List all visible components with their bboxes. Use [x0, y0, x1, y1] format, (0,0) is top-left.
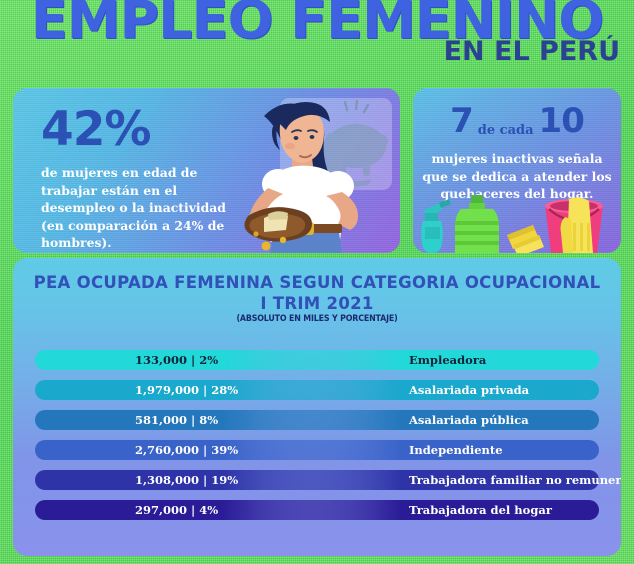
- legend-row: 297,000 | 4% Trabajadora del hogar: [13, 500, 621, 520]
- chart-title: PEA OCUPADA FEMENINA SEGUN CATEGORIA OCU…: [13, 272, 621, 314]
- stat-seven: 7: [450, 101, 474, 141]
- stat-card-left-body: de mujeres en edad de trabajar están en …: [41, 165, 226, 251]
- stat-card-unemployment: 42% de mujeres en edad de trabajar están…: [13, 88, 400, 253]
- cleaning-supplies-illustration: [421, 195, 603, 253]
- legend-row: 581,000 | 8% Asalariada pública: [13, 410, 621, 430]
- stat-seven-of-ten: 7 de cada 10: [413, 104, 621, 138]
- legend-row: 1,308,000 | 19% Trabajadora familiar no r…: [13, 470, 621, 490]
- legend-value-text: 2,760,000 | 39%: [135, 443, 239, 457]
- detergent-jug-icon: [455, 195, 499, 253]
- legend-label-text: Independiente: [409, 443, 503, 457]
- legend-value-text: 581,000 | 8%: [135, 413, 219, 427]
- rubber-gloves-icon: [560, 197, 593, 253]
- legend-row: 1,979,000 | 28% Asalariada privada: [13, 380, 621, 400]
- spray-bottle-icon: [421, 199, 451, 253]
- legend-value-text: 133,000 | 2%: [135, 353, 219, 367]
- legend-label-pill: Empleadora: [259, 350, 599, 370]
- legend-label-pill: Trabajadora familiar no remunerada: [259, 470, 621, 490]
- legend-label-text: Trabajadora familiar no remunerada: [409, 473, 621, 487]
- stat-ten: 10: [538, 101, 585, 141]
- legend-label-text: Trabajadora del hogar: [409, 503, 552, 517]
- stat-de-cada: de cada: [477, 123, 534, 138]
- chart-title-line2: I TRIM 2021: [260, 294, 374, 314]
- legend-value-text: 297,000 | 4%: [135, 503, 219, 517]
- chart-title-line1: PEA OCUPADA FEMENINA SEGUN CATEGORIA OCU…: [33, 273, 601, 292]
- chart-panel: PEA OCUPADA FEMENINA SEGUN CATEGORIA OCU…: [13, 258, 621, 556]
- legend-row: 2,760,000 | 39% Independiente: [13, 440, 621, 460]
- legend-label-pill: Trabajadora del hogar: [259, 500, 599, 520]
- sponges-icon: [507, 225, 544, 253]
- legend-value-text: 1,308,000 | 19%: [135, 473, 239, 487]
- page-title: EMPLEO FEMENINO: [30, 0, 604, 51]
- legend-label-text: Asalariada pública: [409, 413, 529, 427]
- stat-42-percent: 42%: [41, 102, 151, 157]
- stat-card-housework: 7 de cada 10 mujeres inactivas señala que …: [413, 88, 621, 253]
- legend-label-pill: Independiente: [259, 440, 599, 460]
- legend-label-pill: Asalariada privada: [259, 380, 599, 400]
- page-subtitle: EN EL PERÚ: [443, 36, 620, 67]
- legend-row: 133,000 | 2% Empleadora: [13, 350, 621, 370]
- chart-subtitle: (ABSOLUTO EN MILES Y PORCENTAJE): [236, 314, 398, 324]
- woman-empty-wallet-illustration: [244, 98, 392, 253]
- header: EMPLEO FEMENINO EN EL PERÚ: [0, 0, 634, 86]
- legend-label-text: Empleadora: [409, 353, 487, 367]
- legend-value-text: 1,979,000 | 28%: [135, 383, 239, 397]
- legend-label-pill: Asalariada pública: [259, 410, 599, 430]
- stat-card-right-body: mujeres inactivas señala que se dedica a…: [422, 151, 612, 202]
- legend-label-text: Asalariada privada: [409, 383, 530, 397]
